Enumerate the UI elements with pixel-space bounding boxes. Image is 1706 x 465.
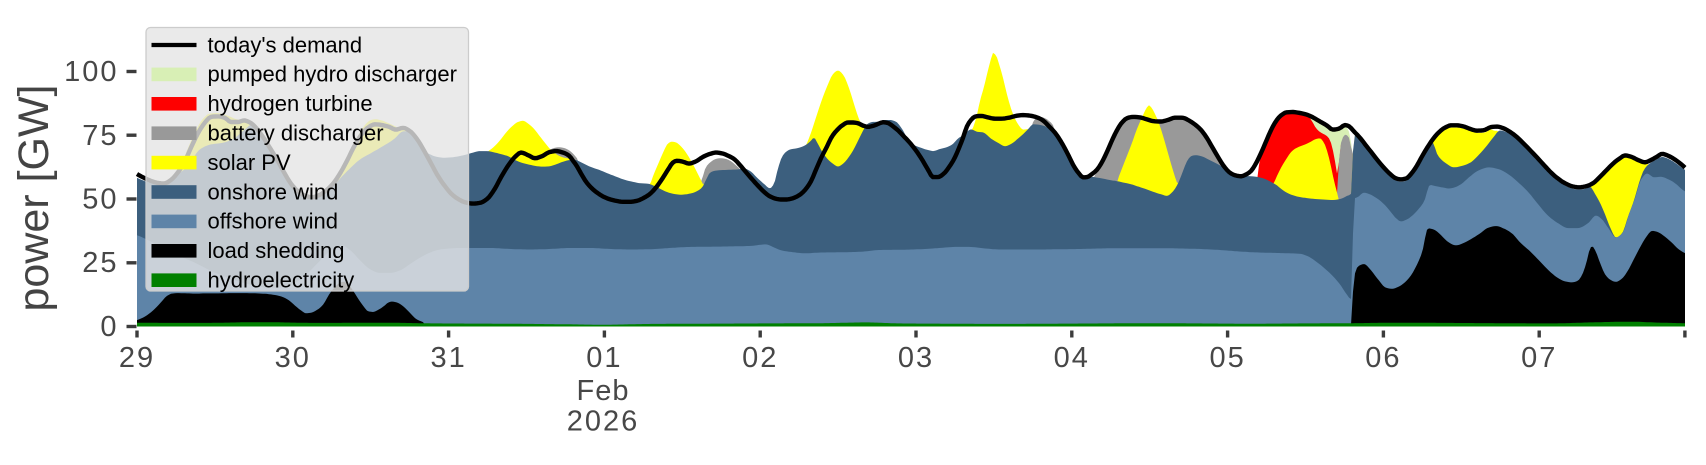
svg-text:05: 05 bbox=[1209, 342, 1245, 374]
svg-text:offshore wind: offshore wind bbox=[208, 209, 338, 234]
svg-text:hydrogen turbine: hydrogen turbine bbox=[208, 91, 373, 116]
svg-text:07: 07 bbox=[1521, 342, 1557, 374]
svg-text:06: 06 bbox=[1365, 342, 1401, 374]
svg-text:50: 50 bbox=[82, 184, 118, 216]
svg-text:75: 75 bbox=[82, 120, 118, 152]
svg-text:load shedding: load shedding bbox=[208, 238, 345, 263]
svg-text:today's demand: today's demand bbox=[208, 32, 363, 57]
svg-text:31: 31 bbox=[430, 342, 466, 374]
svg-text:pumped hydro discharger: pumped hydro discharger bbox=[208, 62, 457, 87]
svg-text:battery discharger: battery discharger bbox=[208, 121, 384, 146]
svg-text:29: 29 bbox=[119, 342, 155, 374]
svg-text:03: 03 bbox=[898, 342, 934, 374]
svg-text:25: 25 bbox=[82, 247, 118, 279]
svg-text:0: 0 bbox=[100, 311, 118, 343]
svg-text:solar PV: solar PV bbox=[208, 150, 291, 175]
svg-text:Feb: Feb bbox=[577, 375, 630, 407]
svg-text:04: 04 bbox=[1054, 342, 1090, 374]
svg-text:01: 01 bbox=[586, 342, 622, 374]
svg-text:2026: 2026 bbox=[567, 406, 640, 438]
svg-text:02: 02 bbox=[742, 342, 778, 374]
svg-text:30: 30 bbox=[275, 342, 311, 374]
svg-text:100: 100 bbox=[64, 56, 118, 88]
svg-text:onshore wind: onshore wind bbox=[208, 179, 339, 204]
svg-text:power [GW]: power [GW] bbox=[10, 85, 58, 312]
svg-text:hydroelectricity: hydroelectricity bbox=[208, 268, 355, 293]
